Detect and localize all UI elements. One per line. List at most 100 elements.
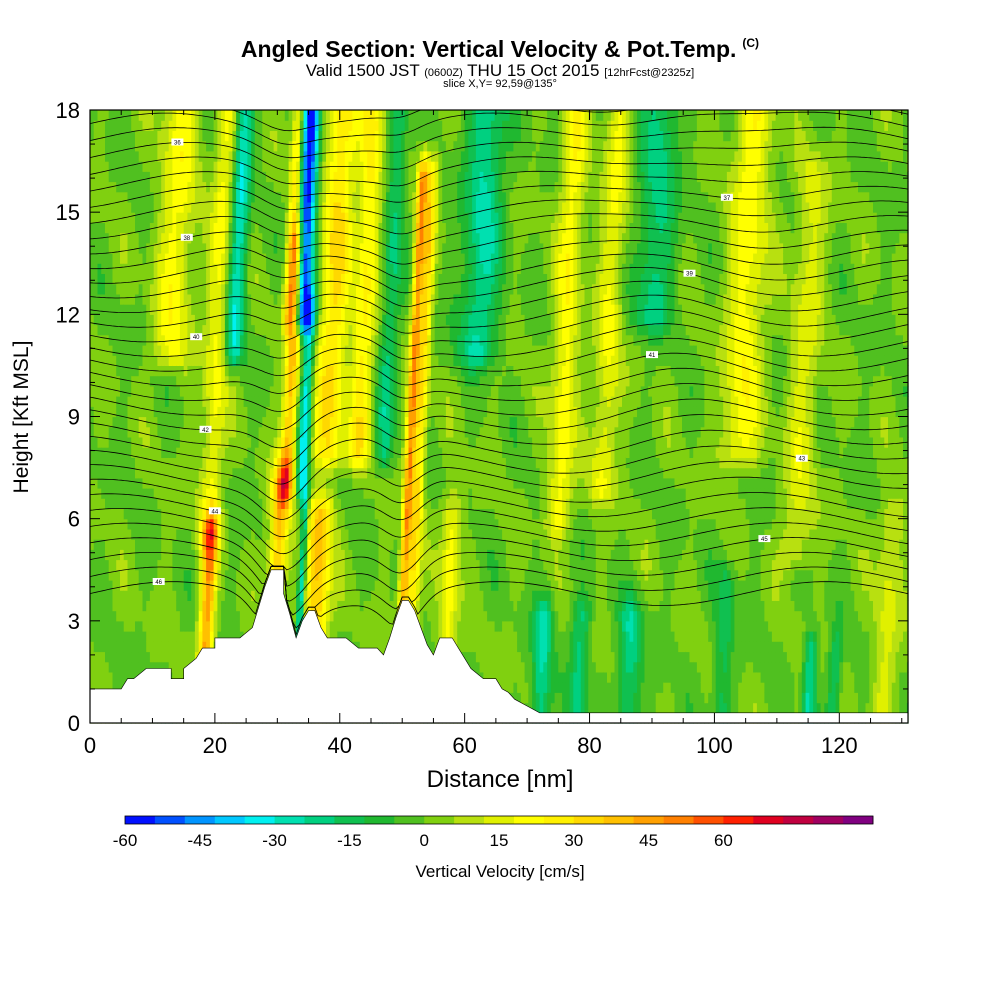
- velocity-cell: [221, 201, 226, 213]
- velocity-cell: [187, 110, 192, 121]
- velocity-cell: [254, 120, 260, 131]
- velocity-cell: [236, 201, 241, 213]
- velocity-cell: [288, 477, 293, 489]
- velocity-cell: [202, 150, 207, 162]
- velocity-cell: [266, 201, 271, 213]
- velocity-cell: [164, 191, 170, 203]
- velocity-cell: [194, 171, 200, 183]
- velocity-cell: [161, 161, 166, 172]
- velocity-cell: [243, 263, 248, 274]
- velocity-cell: [337, 253, 342, 264]
- velocity-cell: [378, 304, 383, 315]
- velocity-cell: [127, 253, 132, 264]
- velocity-cell: [90, 273, 95, 285]
- velocity-cell: [243, 600, 248, 612]
- velocity-cell: [232, 477, 237, 489]
- velocity-cell: [307, 345, 312, 356]
- velocity-cell: [292, 559, 297, 571]
- velocity-cell: [288, 140, 293, 152]
- velocity-cell: [146, 212, 151, 223]
- velocity-cell: [314, 171, 320, 183]
- chart-title-main: Angled Section: Vertical Velocity & Pot.…: [240, 36, 737, 62]
- velocity-cell: [135, 355, 140, 366]
- valid-utc: (0600Z): [424, 67, 463, 79]
- velocity-cell: [97, 651, 102, 663]
- velocity-cell: [337, 549, 342, 561]
- velocity-cell: [389, 600, 394, 612]
- velocity-cell: [93, 253, 98, 264]
- velocity-cell: [344, 375, 350, 387]
- velocity-cell: [149, 375, 155, 387]
- velocity-cell: [153, 539, 158, 550]
- velocity-cell: [206, 334, 211, 346]
- velocity-cell: [273, 528, 278, 540]
- velocity-cell: [292, 191, 297, 203]
- velocity-cell: [194, 283, 200, 295]
- velocity-cell: [258, 426, 263, 438]
- velocity-cell: [224, 488, 230, 499]
- velocity-cell: [389, 130, 394, 142]
- velocity-cell: [187, 334, 192, 346]
- velocity-cell: [131, 651, 136, 663]
- velocity-cell: [213, 365, 218, 377]
- velocity-cell: [123, 171, 128, 183]
- velocity-cell: [131, 150, 136, 162]
- velocity-cell: [344, 130, 350, 142]
- velocity-cell: [378, 212, 383, 223]
- velocity-cell: [213, 477, 218, 489]
- velocity-cell: [239, 436, 245, 448]
- velocity-cell: [120, 508, 125, 520]
- velocity-cell: [393, 181, 398, 193]
- velocity-cell: [393, 150, 398, 162]
- velocity-cell: [198, 365, 203, 377]
- velocity-cell: [314, 191, 320, 203]
- velocity-cell: [359, 273, 365, 285]
- velocity-cell: [326, 477, 331, 489]
- velocity-cell: [243, 222, 248, 234]
- velocity-cell: [284, 436, 290, 448]
- velocity-cell: [176, 528, 181, 540]
- velocity-cell: [138, 324, 143, 336]
- velocity-cell: [112, 110, 117, 121]
- velocity-cell: [135, 314, 140, 326]
- velocity-cell: [277, 212, 282, 223]
- velocity-cell: [393, 416, 398, 428]
- velocity-cell: [120, 171, 125, 183]
- velocity-cell: [93, 406, 98, 418]
- velocity-cell: [247, 253, 252, 264]
- velocity-cell: [93, 508, 98, 520]
- velocity-cell: [221, 426, 226, 438]
- velocity-cell: [333, 416, 338, 428]
- velocity-cell: [93, 467, 98, 479]
- velocity-cell: [247, 181, 252, 193]
- velocity-cell: [127, 396, 132, 407]
- velocity-cell: [299, 201, 305, 213]
- velocity-cell: [258, 263, 263, 274]
- velocity-cell: [116, 488, 121, 499]
- velocity-cell: [105, 559, 110, 571]
- velocity-cell: [172, 171, 177, 183]
- velocity-cell: [322, 620, 327, 632]
- velocity-cell: [93, 651, 98, 663]
- velocity-cell: [247, 508, 252, 520]
- velocity-cell: [105, 120, 110, 131]
- velocity-cell: [356, 498, 361, 509]
- velocity-cell: [221, 212, 226, 223]
- velocity-cell: [209, 304, 215, 315]
- velocity-cell: [251, 426, 256, 438]
- velocity-cell: [299, 467, 305, 479]
- velocity-cell: [105, 140, 110, 152]
- velocity-cell: [367, 283, 372, 295]
- velocity-cell: [116, 324, 121, 336]
- velocity-cell: [221, 416, 226, 428]
- velocity-cell: [322, 559, 327, 571]
- velocity-cell: [367, 600, 372, 612]
- velocity-cell: [142, 396, 147, 407]
- velocity-cell: [352, 191, 357, 203]
- velocity-cell: [153, 283, 158, 295]
- velocity-cell: [221, 110, 226, 121]
- velocity-cell: [213, 263, 218, 274]
- velocity-cell: [198, 406, 203, 418]
- velocity-cell: [371, 549, 376, 561]
- velocity-cell: [131, 385, 136, 397]
